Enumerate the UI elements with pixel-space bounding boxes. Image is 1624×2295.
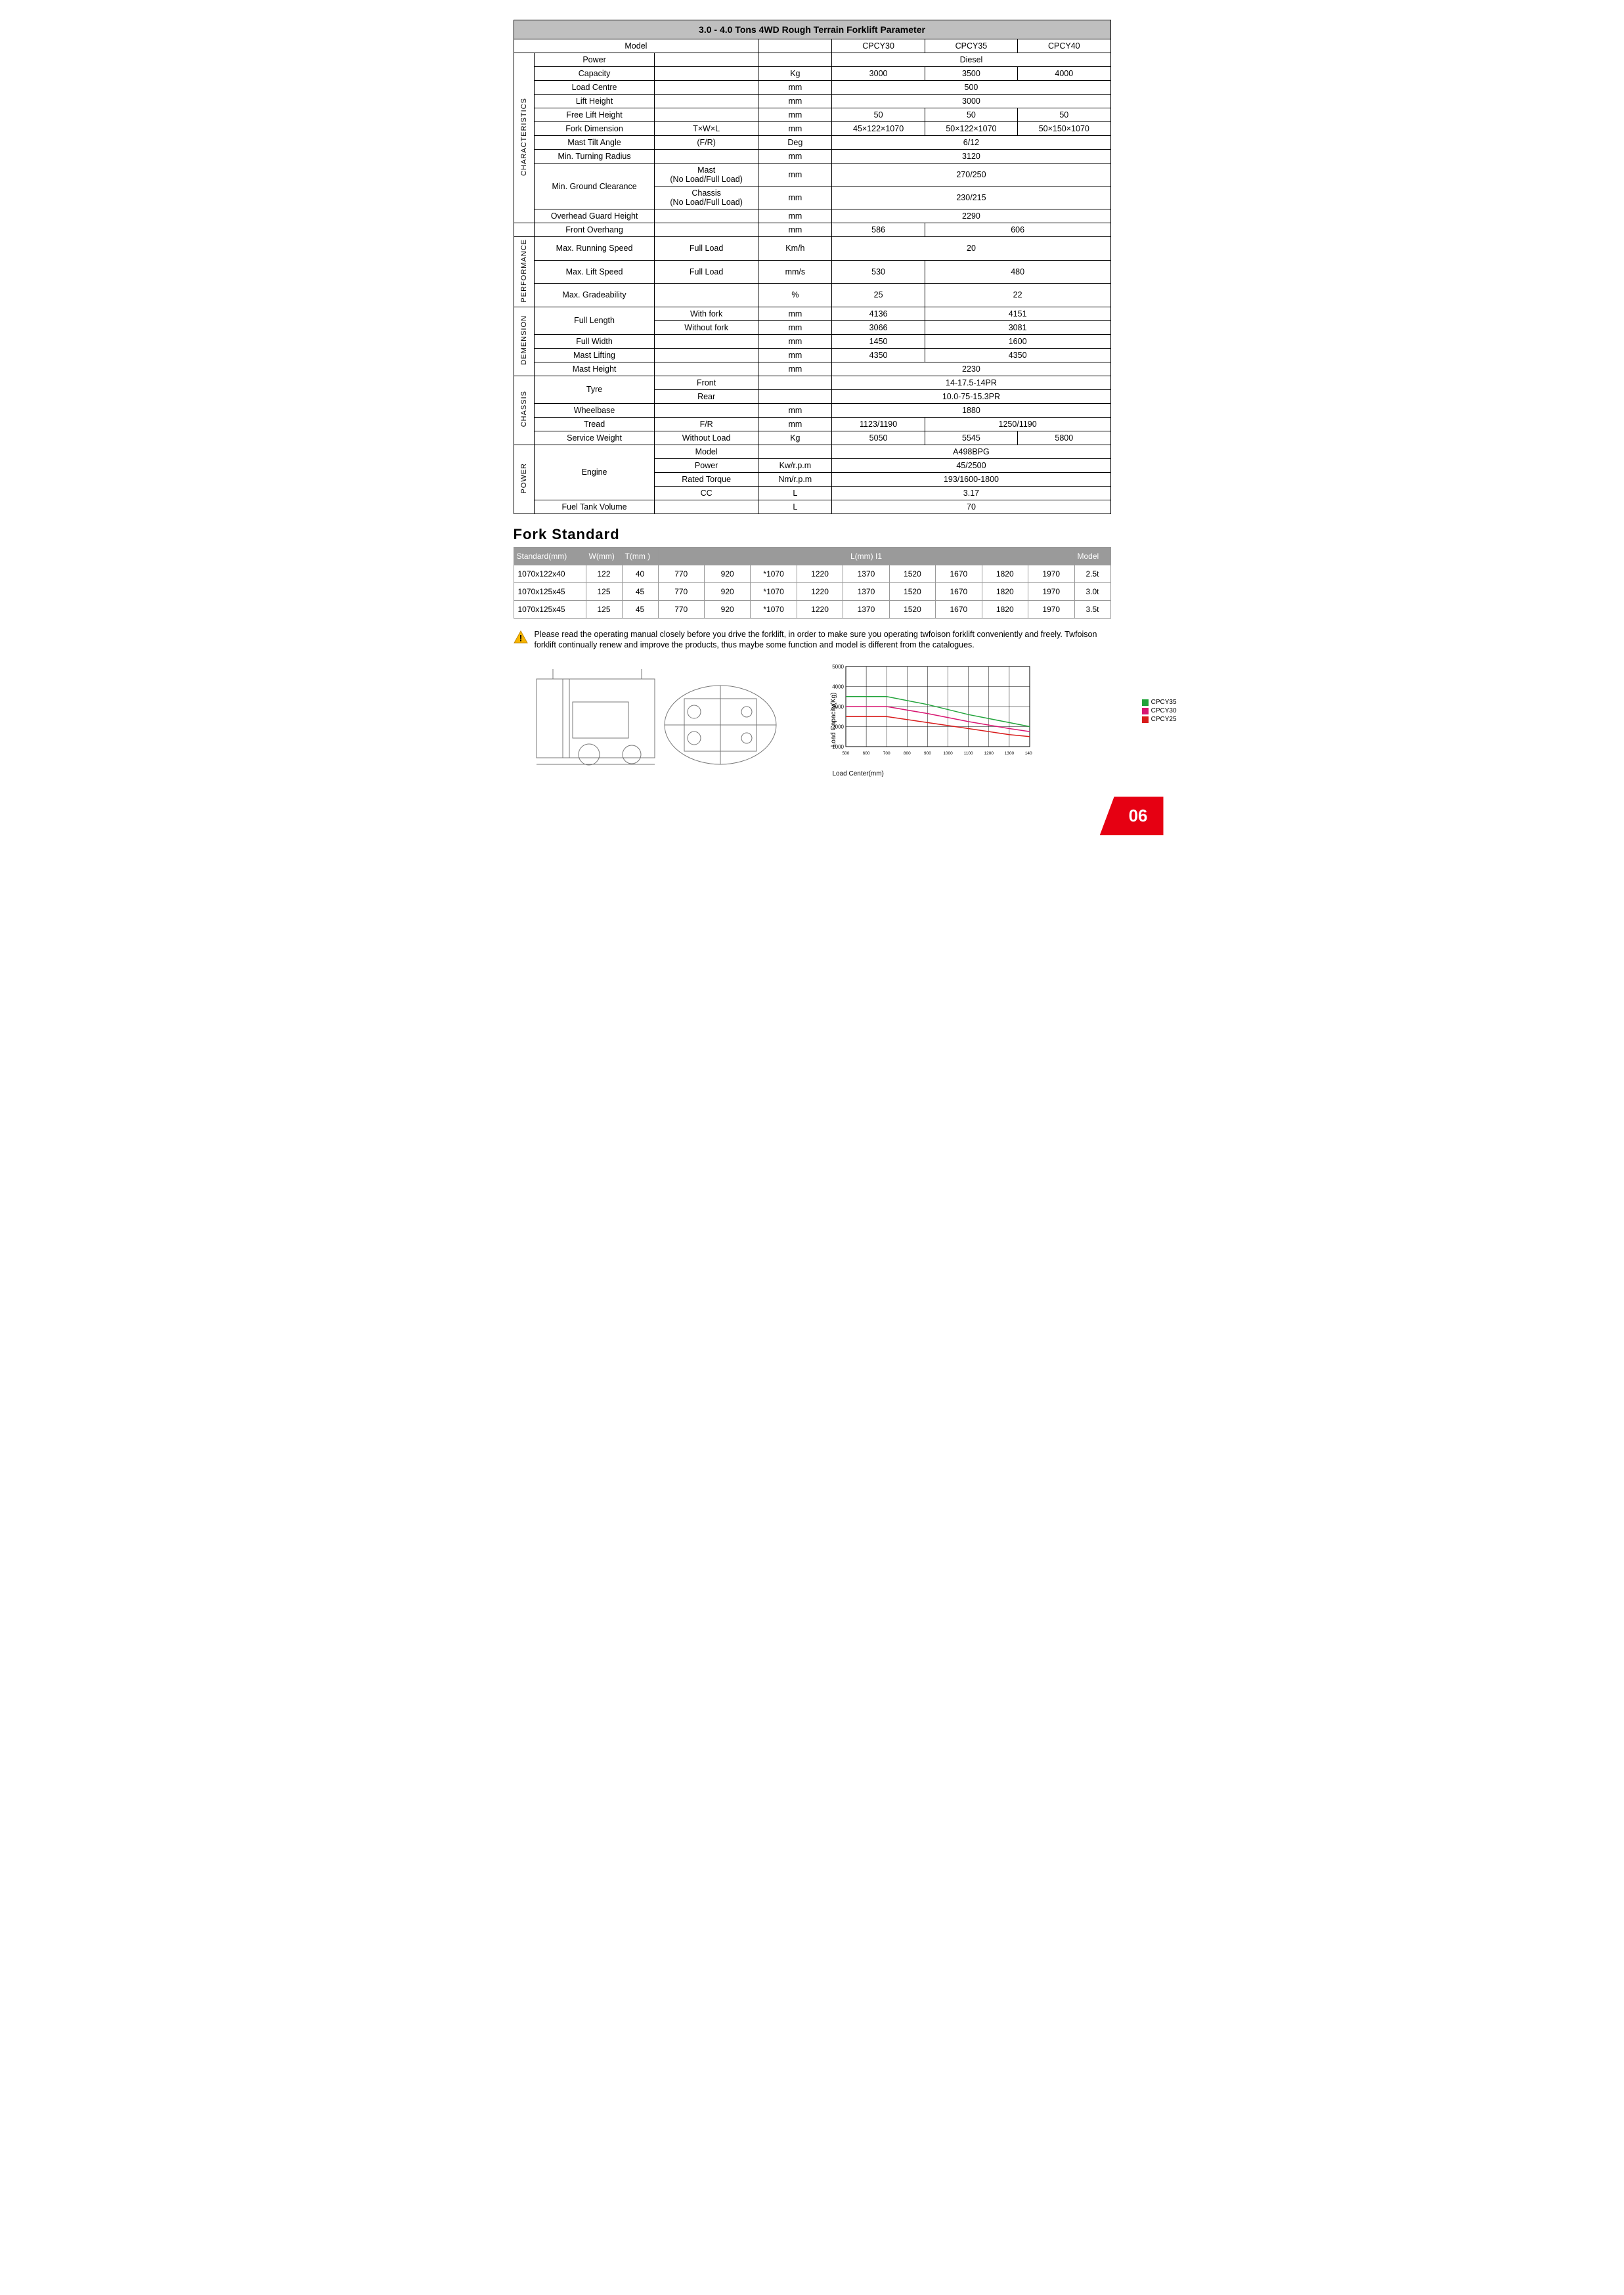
svg-text:1100: 1100 xyxy=(963,751,973,756)
svg-text:500: 500 xyxy=(842,751,849,756)
model-1: CPCY30 xyxy=(832,39,925,53)
model-3: CPCY40 xyxy=(1018,39,1110,53)
svg-text:1000: 1000 xyxy=(943,751,953,756)
table-row: 1070x125x4512545770920*10701220137015201… xyxy=(514,582,1110,600)
legend-item: CPCY30 xyxy=(1142,707,1177,714)
svg-text:5000: 5000 xyxy=(832,664,844,670)
section-chassis: CHASSIS xyxy=(514,376,535,445)
section-performance: PERFORMANCE xyxy=(514,237,535,307)
forklift-diagram xyxy=(514,663,796,776)
svg-text:900: 900 xyxy=(924,751,931,756)
svg-text:!: ! xyxy=(519,633,522,643)
legend-item: CPCY35 xyxy=(1142,699,1177,706)
fork-standard-table: Standard(mm) W(mm) T(mm ) L(mm) I1 Model… xyxy=(514,547,1111,619)
legend-item: CPCY25 xyxy=(1142,716,1177,723)
warning-text: Please read the operating manual closely… xyxy=(535,629,1111,651)
section-dimension: DEMENSION xyxy=(514,307,535,376)
fork-standard-title: Fork Standard xyxy=(514,526,1111,543)
svg-text:700: 700 xyxy=(883,751,890,756)
spec-table: 3.0 - 4.0 Tons 4WD Rough Terrain Forklif… xyxy=(514,20,1111,514)
svg-text:800: 800 xyxy=(903,751,910,756)
model-header: Model xyxy=(514,39,758,53)
section-characteristics: CHARACTERISTICS xyxy=(514,53,535,223)
load-capacity-chart: Load Capacity(Kg) 1000200030004000500050… xyxy=(806,663,1111,776)
section-power: POWER xyxy=(514,445,535,514)
svg-text:1300: 1300 xyxy=(1004,751,1014,756)
svg-text:1400: 1400 xyxy=(1024,751,1032,756)
svg-text:4000: 4000 xyxy=(832,684,844,690)
model-2: CPCY35 xyxy=(925,39,1017,53)
table-row: 1070x122x4012240770920*10701220137015201… xyxy=(514,565,1110,582)
svg-text:1200: 1200 xyxy=(984,751,994,756)
table-title: 3.0 - 4.0 Tons 4WD Rough Terrain Forklif… xyxy=(514,20,1110,39)
warning-icon: ! xyxy=(514,630,528,645)
table-row: 1070x125x4512545770920*10701220137015201… xyxy=(514,600,1110,618)
svg-text:600: 600 xyxy=(862,751,869,756)
